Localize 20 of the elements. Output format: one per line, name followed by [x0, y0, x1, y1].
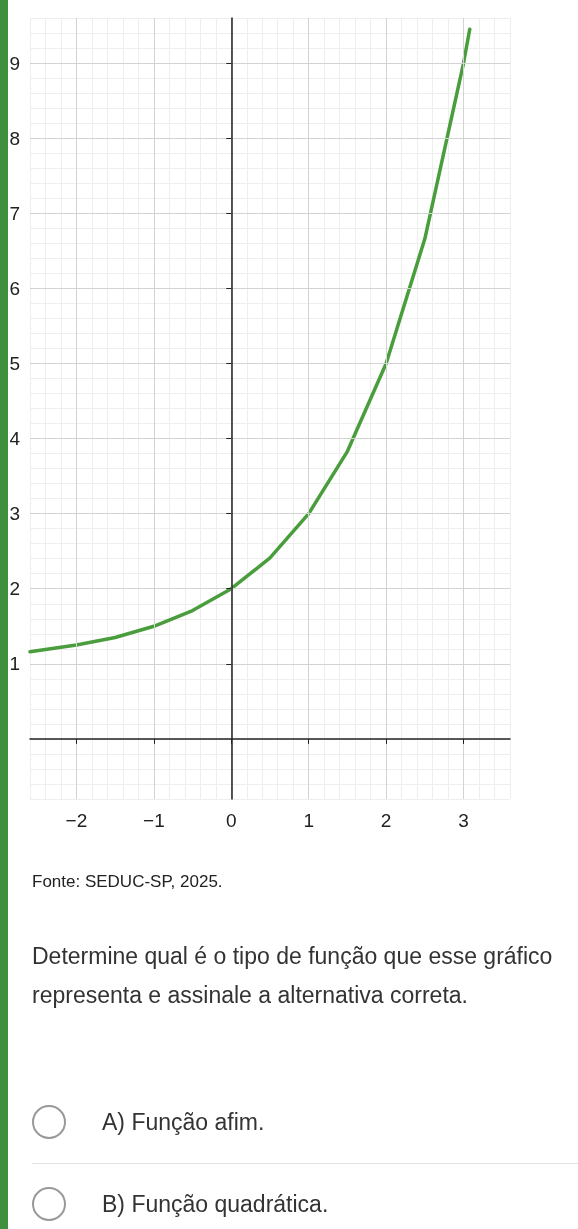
y-tick-label: 7: [9, 202, 20, 224]
line-series: [28, 27, 472, 654]
source-note: Fonte: SEDUC-SP, 2025.: [32, 872, 223, 892]
x-tick-label: 3: [458, 810, 469, 831]
y-tick-label: 4: [9, 428, 21, 450]
y-tick-label: 9: [9, 52, 20, 74]
x-tick-label: 1: [303, 810, 314, 831]
y-tick-label: 6: [9, 277, 20, 299]
text: Determine qual é o tipo de função que esse gráfico representa e assinale a alternativa correta.: [32, 942, 554, 1010]
x-tick-label: 2: [380, 810, 392, 831]
y-tick-label: 5: [9, 352, 20, 374]
y-tick-label: 1: [9, 653, 20, 675]
x-tick-label: −1: [143, 810, 165, 831]
text: A) Função afim.: [102, 1109, 265, 1136]
x-tick-label: −2: [65, 810, 88, 831]
text: B) Função quadrática.: [102, 1191, 329, 1218]
y-tick-label: 3: [9, 503, 20, 525]
y-tick-label: 2: [9, 578, 20, 600]
x-tick-label: 0: [226, 810, 237, 831]
y-tick-label: 8: [9, 127, 20, 149]
